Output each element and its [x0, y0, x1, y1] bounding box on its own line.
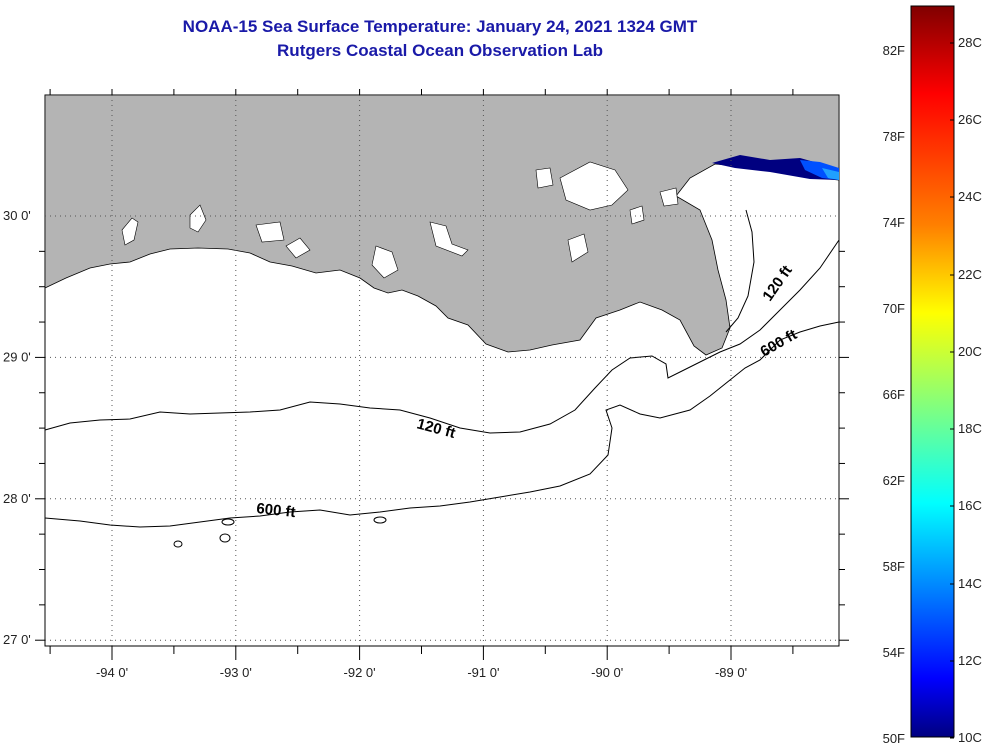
colorbar-label-c: 20C [958, 344, 982, 359]
x-tick-label: -91 0' [467, 665, 499, 680]
colorbar-gradient [910, 5, 955, 738]
map-subtitle: Rutgers Coastal Ocean Observation Lab [277, 41, 603, 60]
contour-600ft-west [44, 321, 840, 528]
colorbar-label-c: 28C [958, 35, 982, 50]
bathymetry-contours [44, 209, 840, 548]
colorbar-label-f: 62F [883, 473, 905, 488]
colorbar-label-c: 10C [958, 730, 982, 745]
y-tick-label: 30 0' [3, 208, 31, 223]
map-axes: -94 0' -93 0' -92 0' -91 0' -90 0' -89 0' 30 0… [3, 89, 849, 680]
y-tick-label: 28 0' [3, 491, 31, 506]
x-tick-label: -93 0' [220, 665, 252, 680]
lakes [121, 161, 679, 279]
x-tick-label: -94 0' [96, 665, 128, 680]
x-tick-label: -92 0' [344, 665, 376, 680]
map-title: NOAA-15 Sea Surface Temperature: January… [182, 17, 698, 36]
colorbar-label-f: 58F [883, 559, 905, 574]
colorbar-label-f: 78F [883, 129, 905, 144]
colorbar-label-c: 22C [958, 267, 982, 282]
graticule [45, 95, 839, 646]
colorbar-label-c: 24C [958, 189, 982, 204]
contour-120ft-west [44, 239, 840, 434]
colorbar-label-f: 70F [883, 301, 905, 316]
colorbar-label-c: 18C [958, 421, 982, 436]
x-tick-label: -89 0' [715, 665, 747, 680]
colorbar-label-f: 66F [883, 387, 905, 402]
y-tick-label: 27 0' [3, 632, 31, 647]
sst-data-patch [712, 155, 839, 180]
colorbar-label-f: 82F [883, 43, 905, 58]
colorbar-label-f: 74F [883, 215, 905, 230]
x-tick-label: -90 0' [591, 665, 623, 680]
colorbar-label-f: 50F [883, 731, 905, 746]
colorbar-label-c: 26C [958, 112, 982, 127]
y-tick-label: 29 0' [3, 349, 31, 364]
colorbar-label-c: 16C [958, 498, 982, 513]
contour-label-600ft-west: 600 ft [256, 500, 297, 521]
colorbar-label-c: 12C [958, 653, 982, 668]
colorbar-label-f: 54F [883, 645, 905, 660]
colorbar-label-c: 14C [958, 576, 982, 591]
